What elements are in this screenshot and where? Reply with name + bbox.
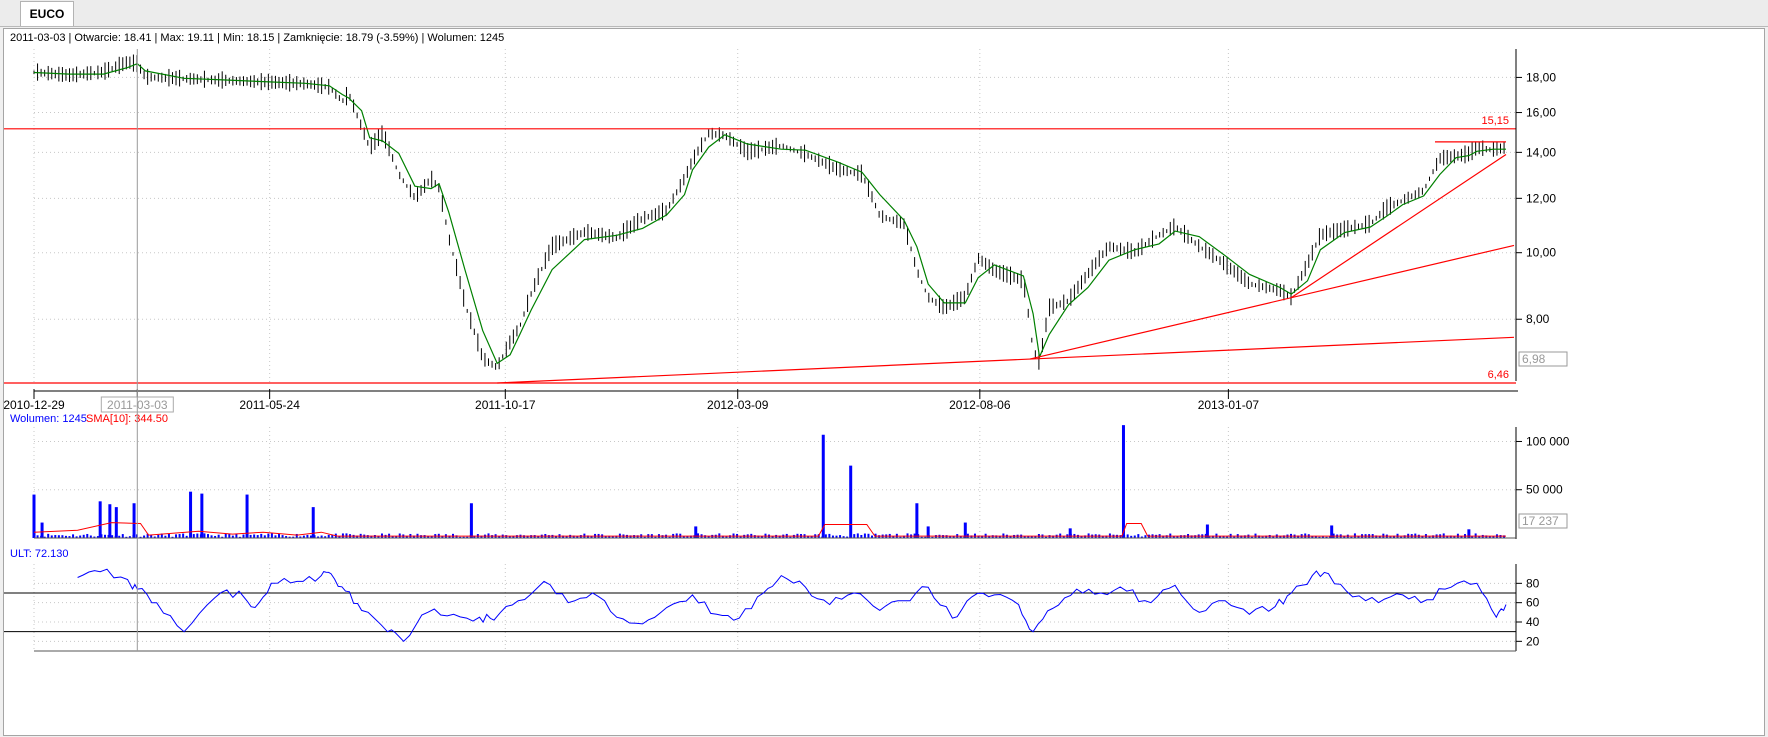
tab-bar: EUCO [0, 0, 1768, 27]
ult-grid [33, 564, 1516, 651]
price-bars [33, 54, 1505, 370]
price-y-ticks: 8,00 10,00 12,00 14,00 16,00 18,00 [1516, 70, 1556, 326]
price-y-tick-label: 12,00 [1526, 191, 1556, 205]
ult-y-tick-label: 80 [1526, 576, 1540, 590]
price-y-tick-label: 18,00 [1526, 70, 1556, 84]
date-label: 2010-12-29 [4, 398, 65, 412]
date-label: 2011-10-17 [475, 398, 536, 412]
volume-legend-wolumen: Wolumen: 1245 [10, 413, 87, 425]
ult-legend: ULT: 72.130 [10, 548, 69, 560]
price-y-tick-label: 16,00 [1526, 106, 1556, 120]
price-trendline [1029, 244, 1515, 360]
volume-last-value: 17 237 [1522, 514, 1559, 528]
price-sma-line [33, 63, 1506, 365]
ult-y-ticks: 20 40 60 80 [1516, 576, 1540, 648]
volume-legend-sma: SMA[10]: 344.50 [86, 413, 168, 425]
date-label: 2012-08-06 [949, 398, 1011, 412]
chart-canvas[interactable]: 15,156,46 8,0010,0012,0014,0016,0018,00 … [4, 29, 1766, 737]
volume-grid [33, 427, 1516, 538]
price-plot-area [6, 29, 1516, 384]
ult-threshold-lines [4, 592, 1516, 633]
price-trendline [1291, 154, 1507, 299]
volume-bars [32, 425, 1506, 538]
date-label: 2012-03-09 [707, 398, 769, 412]
ult-line [77, 568, 1507, 643]
price-y-tick-label: 8,00 [1526, 312, 1550, 326]
date-label: 2013-01-07 [1198, 398, 1260, 412]
volume-y-ticks: 50 000 100 000 [1516, 434, 1570, 497]
chart-frame: 15,15 6,46 8,00 10,00 12,00 14,00 16,00 18,00 … [3, 28, 1765, 736]
price-level-label: 6,46 [1488, 369, 1509, 381]
price-last-value-box [1518, 351, 1568, 367]
date-label: 2011-05-24 [239, 398, 300, 412]
ult-y-tick-label: 20 [1526, 634, 1540, 648]
volume-y-tick-label: 50 000 [1526, 483, 1563, 497]
price-panel: 15,156,46 8,0010,0012,0014,0016,0018,00 … [4, 29, 1568, 413]
ult-y-tick-label: 60 [1526, 596, 1540, 610]
volume-last-value-box [1518, 513, 1568, 529]
price-last-value: 6,98 [1522, 352, 1546, 366]
price-trendlines: 15,15 6,46 [4, 115, 1516, 384]
price-info-line: 2011-03-03 | Otwarcie: 18.41 | Max: 19.1… [10, 32, 504, 44]
volume-y-tick-label: 100 000 [1526, 434, 1570, 448]
price-y-tick-label: 14,00 [1526, 145, 1556, 159]
tab-euco[interactable]: EUCO [20, 1, 74, 26]
date-labels: 2010-12-29 2011-03-03 2011-05-24 2011-10-17… [4, 389, 1260, 413]
volume-sma-line [33, 522, 1506, 537]
price-y-tick-label: 10,00 [1526, 246, 1556, 260]
ult-panel: 20 40 60 80 ULT: 72.130 [4, 548, 1540, 652]
volume-panel: 50 000 100 000 Wolumen: 1245 SMA[10]: 344… [10, 413, 1570, 539]
price-trendline [497, 336, 1515, 384]
ult-y-tick-label: 40 [1526, 615, 1540, 629]
price-level-label: 15,15 [1481, 115, 1509, 127]
